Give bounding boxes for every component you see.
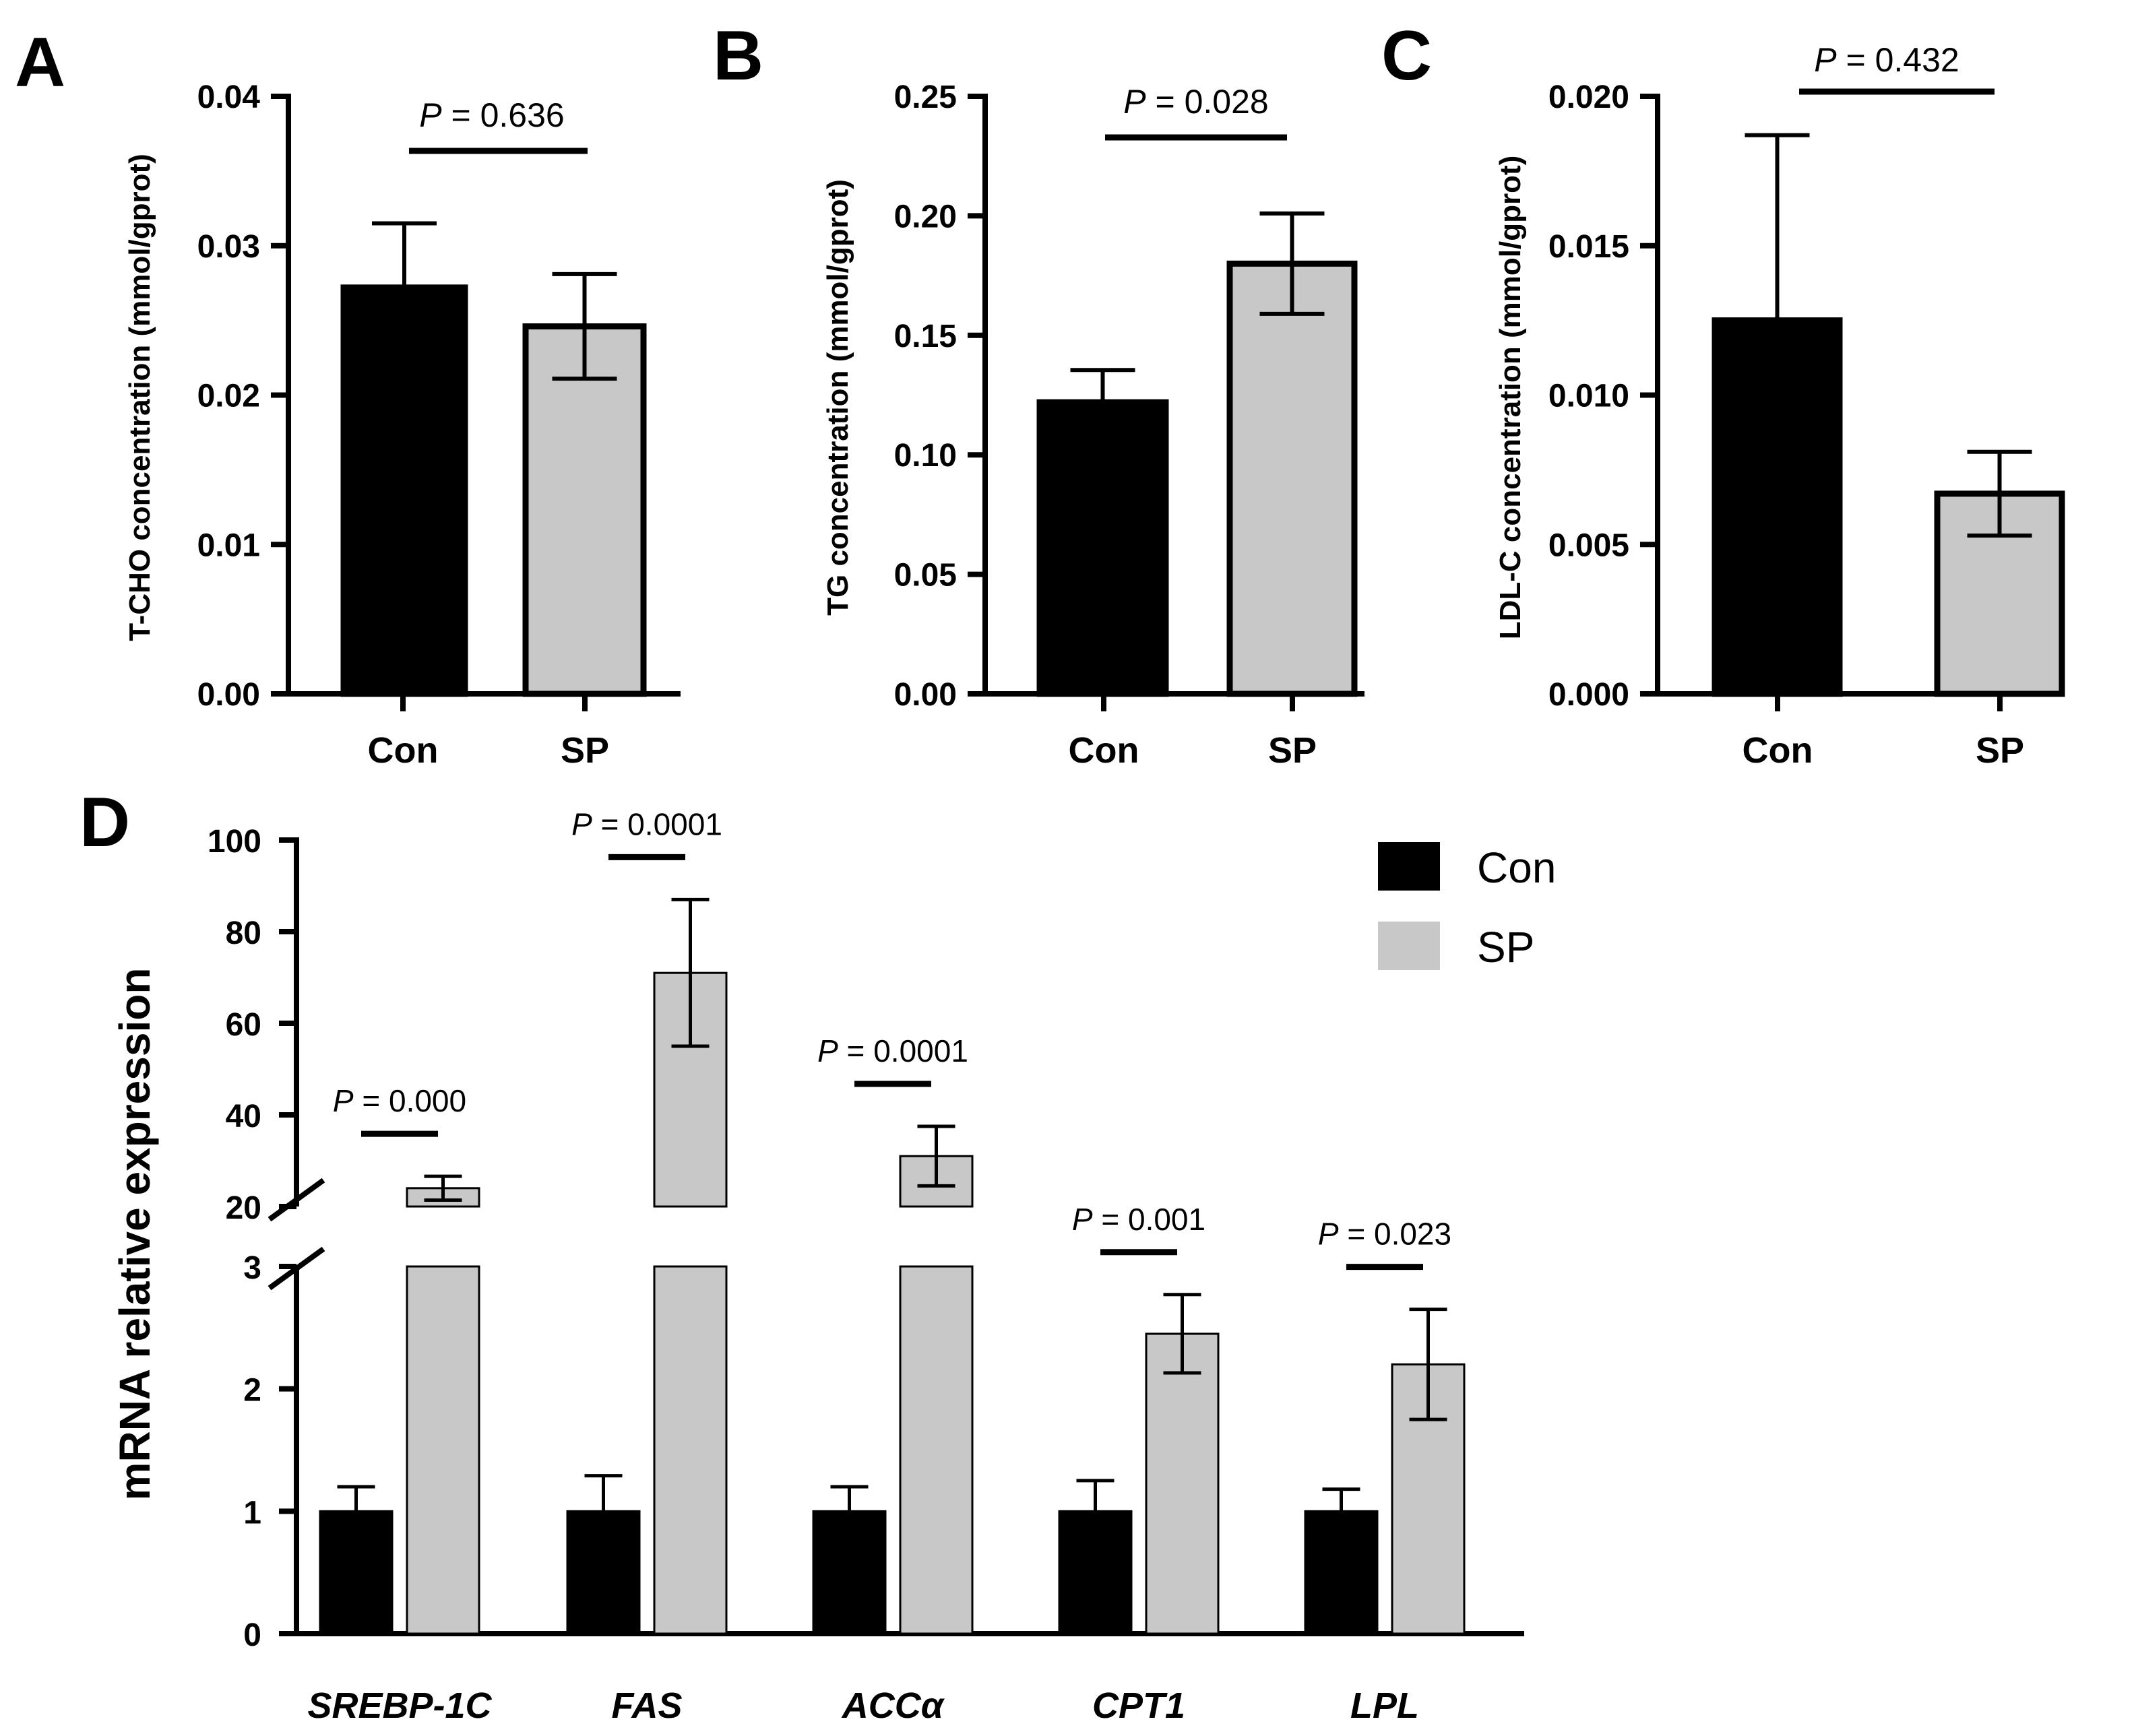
chart-d-y-tick-label: 60: [226, 1007, 261, 1043]
chart-d-y-tick-label: 3: [243, 1250, 261, 1286]
chart-b-y-tick-label: 0.00: [894, 677, 957, 713]
chart-a-x-label: Con: [368, 730, 439, 771]
chart-c-y-tick-label: 0.015: [1548, 229, 1629, 265]
chart-b-y-tick-label: 0.10: [894, 438, 957, 474]
chart-d-bar-con: [1304, 1510, 1379, 1635]
chart-d-p-value: P = 0.023: [1318, 1217, 1451, 1252]
chart-c-y-tick-label: 0.000: [1548, 677, 1629, 713]
chart-b-x-label: Con: [1069, 730, 1139, 771]
chart-c-p-label: P: [1814, 41, 1837, 79]
chart-d: mRNA relative expression 0 1 2 3 20 40 60 80 100…: [111, 806, 1524, 1726]
chart-d-bar-con: [566, 1510, 641, 1635]
legend-swatch-con: [1378, 842, 1440, 891]
chart-c-x-label: SP: [1976, 730, 2024, 771]
chart-b-p-value: P = 0.028: [1123, 83, 1268, 121]
chart-d-p-label: P: [1072, 1202, 1093, 1237]
chart-b-y-tick-label: 0.15: [894, 319, 957, 354]
chart-d-p-text: = 0.0001: [838, 1033, 968, 1068]
chart-b-p-label: P: [1123, 83, 1146, 121]
chart-d-p-value: P = 0.0001: [571, 806, 722, 841]
chart-a-p-text: = 0.636: [442, 96, 565, 134]
chart-c-y-tick-label: 0.005: [1548, 527, 1629, 563]
chart-d-x-label: SREBP-1C: [307, 1685, 492, 1726]
chart-d-y-tick-label: 2: [243, 1373, 261, 1409]
chart-d-p-label: P: [817, 1033, 838, 1068]
chart-b-y-axis-label: TG concentration (mmol/gprot): [821, 179, 854, 616]
chart-c-p-text: = 0.432: [1837, 41, 1959, 79]
chart-d-x-label: FAS: [611, 1685, 682, 1726]
chart-d-y-tick-label: 0: [243, 1617, 261, 1653]
chart-a-y-axis-label: T-CHO concentration (mmol/gprot): [123, 154, 156, 641]
chart-d-p-label: P: [1318, 1217, 1339, 1252]
chart-b-x-label: SP: [1268, 730, 1317, 771]
chart-d-y-tick-label: 1: [243, 1495, 261, 1531]
chart-d-p-text: = 0.023: [1339, 1217, 1452, 1252]
chart-d-y-tick-label: 20: [226, 1190, 261, 1226]
chart-d-bar-con: [1058, 1510, 1133, 1635]
chart-a-p-label: P: [419, 96, 442, 134]
chart-b: TG concentration (mmol/gprot) P = 0.028 …: [821, 79, 1364, 771]
chart-a-y-tick-label: 0.04: [197, 79, 261, 115]
chart-a-x-label: SP: [561, 730, 609, 771]
chart-a-y-tick-label: 0.02: [197, 379, 260, 414]
chart-d-y-tick-label: 80: [226, 915, 261, 951]
chart-d-bar-sp-lower: [653, 1265, 728, 1635]
chart-d-y-axis-label: mRNA relative expression: [111, 968, 159, 1501]
chart-a-bar-con: [340, 284, 468, 697]
chart-d-axis-break-mark: [268, 1178, 325, 1222]
chart-a-p-value: P = 0.636: [419, 96, 564, 134]
chart-d-y-tick-label: 100: [208, 824, 261, 860]
chart-d-x-label: ACCα: [841, 1685, 945, 1726]
legend-swatch-sp: [1378, 922, 1440, 970]
chart-d-bar-sp-lower: [406, 1265, 480, 1635]
panel-label-d: D: [80, 783, 130, 862]
chart-b-p-text: = 0.028: [1146, 83, 1269, 121]
chart-a-bar-sp: [522, 323, 647, 697]
chart-d-bar-sp-lower: [899, 1265, 974, 1635]
chart-d-p-value: P = 0.001: [1072, 1202, 1205, 1237]
chart-a-y-tick-label: 0.00: [197, 677, 260, 713]
legend: Con SP: [1378, 842, 1556, 971]
panel-label-b: B: [713, 17, 763, 95]
chart-c: LDL-C concentration (mmol/gprot) P = 0.4…: [1494, 41, 2065, 771]
chart-b-y-tick-label: 0.25: [894, 79, 957, 115]
chart-c-y-tick-label: 0.010: [1548, 379, 1629, 414]
panel-label-a: A: [15, 24, 65, 102]
chart-d-p-text: = 0.000: [354, 1083, 467, 1118]
chart-b-bar-sp: [1226, 260, 1358, 697]
chart-b-y-tick-label: 0.05: [894, 558, 957, 593]
chart-d-bar-con: [812, 1510, 887, 1635]
chart-a: T-CHO concentration (mmol/gprot) P = 0.6…: [123, 79, 681, 771]
legend-label-sp: SP: [1477, 923, 1534, 971]
chart-a-y-tick-label: 0.01: [197, 527, 260, 563]
chart-d-x-label: CPT1: [1092, 1685, 1185, 1726]
chart-d-p-label: P: [571, 806, 592, 841]
chart-d-p-value: P = 0.000: [333, 1083, 466, 1118]
chart-a-y-tick-label: 0.03: [197, 229, 260, 265]
legend-label-con: Con: [1477, 843, 1556, 892]
chart-c-p-value: P = 0.432: [1814, 41, 1959, 79]
chart-b-bar-con: [1036, 399, 1169, 697]
chart-d-y-tick-label: 40: [226, 1099, 261, 1134]
chart-d-bar-con: [319, 1510, 394, 1635]
chart-b-y-tick-label: 0.20: [894, 199, 957, 234]
chart-c-bar-con: [1712, 317, 1843, 697]
chart-d-bar-sp: [1145, 1332, 1220, 1635]
chart-d-p-text: = 0.001: [1093, 1202, 1206, 1237]
chart-c-x-label: Con: [1743, 730, 1813, 771]
chart-d-p-text: = 0.0001: [592, 806, 722, 841]
panel-label-c: C: [1381, 17, 1432, 95]
chart-c-y-tick-label: 0.020: [1548, 79, 1629, 115]
chart-d-x-label: LPL: [1350, 1685, 1419, 1726]
chart-d-p-label: P: [333, 1083, 354, 1118]
chart-d-p-value: P = 0.0001: [817, 1033, 968, 1068]
chart-c-y-axis-label: LDL-C concentration (mmol/gprot): [1494, 156, 1527, 640]
